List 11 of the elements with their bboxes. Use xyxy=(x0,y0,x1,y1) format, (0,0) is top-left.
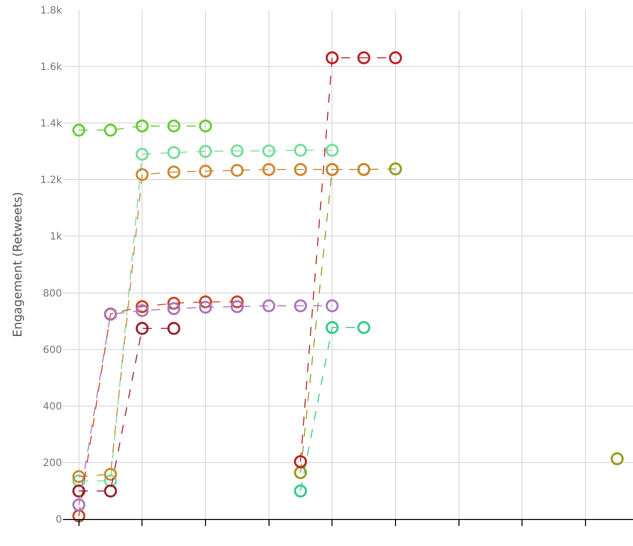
y-axis-title: Engagement (Retweets) xyxy=(10,192,25,338)
y-tick-label: 1k xyxy=(50,232,62,243)
y-tick-label: 1.6k xyxy=(40,62,62,74)
y-tick-label: 1.8k xyxy=(40,6,62,16)
y-tick-label: 200 xyxy=(42,458,62,469)
y-tick-label: 1.2k xyxy=(40,175,62,186)
y-tick-label: 1.4k xyxy=(40,118,62,130)
y-tick-label: 600 xyxy=(42,344,62,356)
y-tick-label: 400 xyxy=(42,401,62,412)
y-tick-label: 0 xyxy=(56,514,62,526)
y-tick-label: 800 xyxy=(42,288,62,300)
